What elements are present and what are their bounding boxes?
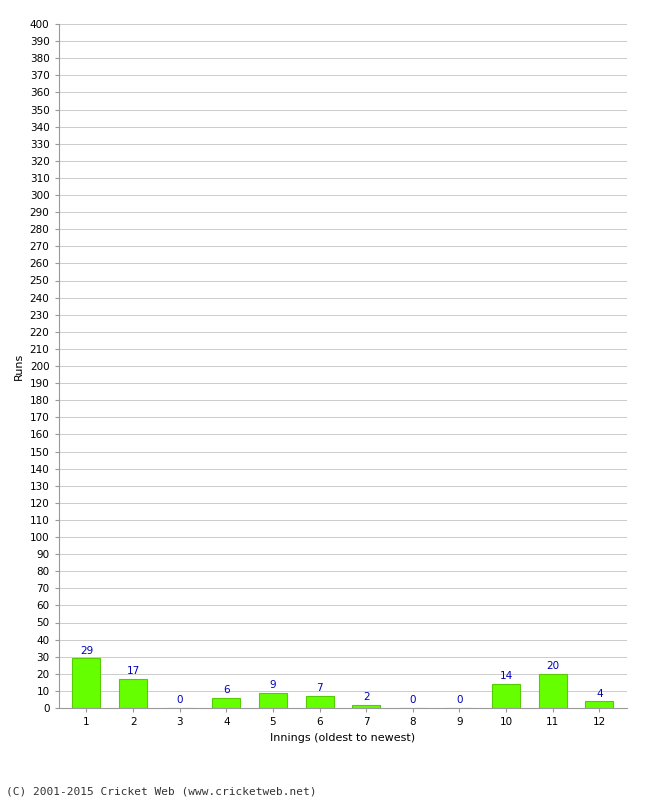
Bar (585, 701, 613, 708)
Bar (73, 658, 101, 708)
Text: 14: 14 (499, 671, 513, 682)
Bar (539, 674, 567, 708)
Bar (306, 696, 333, 708)
Text: 9: 9 (270, 680, 276, 690)
Text: 17: 17 (127, 666, 140, 676)
Text: 6: 6 (223, 685, 229, 695)
X-axis label: Innings (oldest to newest): Innings (oldest to newest) (270, 733, 415, 742)
Text: 20: 20 (546, 662, 559, 671)
Text: (C) 2001-2015 Cricket Web (www.cricketweb.net): (C) 2001-2015 Cricket Web (www.cricketwe… (6, 786, 317, 796)
Bar (259, 693, 287, 708)
Bar (119, 679, 147, 708)
Text: 0: 0 (456, 695, 463, 706)
Text: 0: 0 (176, 695, 183, 706)
Bar (352, 705, 380, 708)
Text: 4: 4 (596, 689, 603, 698)
Bar (213, 698, 240, 708)
Text: 29: 29 (80, 646, 93, 656)
Text: 0: 0 (410, 695, 416, 706)
Y-axis label: Runs: Runs (14, 352, 24, 380)
Bar (492, 684, 520, 708)
Text: 2: 2 (363, 692, 369, 702)
Text: 7: 7 (317, 683, 323, 694)
